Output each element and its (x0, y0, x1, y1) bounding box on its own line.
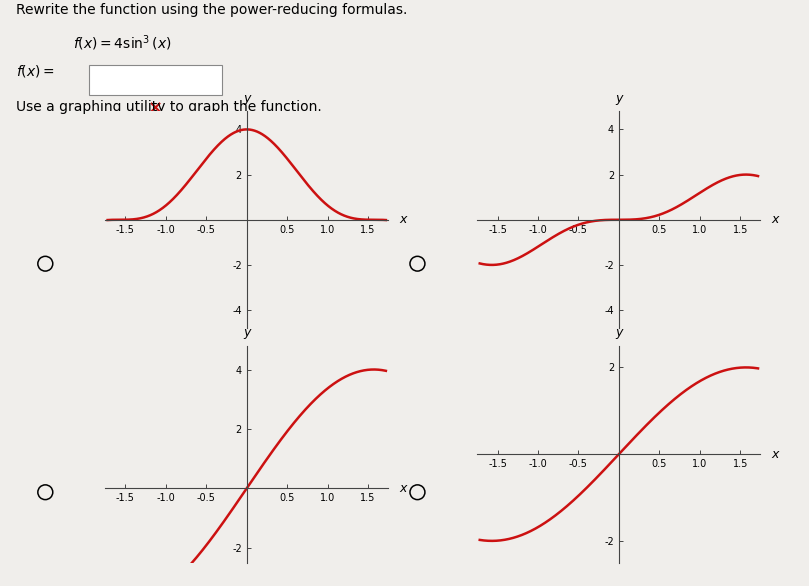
Text: $f(x) =$: $f(x) =$ (16, 63, 55, 79)
Text: Use a graphing utility to graph the function.: Use a graphing utility to graph the func… (16, 100, 322, 114)
Text: y: y (243, 326, 251, 339)
Text: y: y (243, 92, 251, 105)
Text: x: x (772, 213, 779, 226)
Text: x: x (400, 213, 407, 226)
Text: y: y (615, 92, 623, 105)
Text: Rewrite the function using the power-reducing formulas.: Rewrite the function using the power-red… (16, 3, 408, 17)
Text: ×: × (148, 99, 163, 117)
Text: x: x (400, 482, 407, 495)
Text: x: x (772, 448, 779, 461)
Text: y: y (615, 326, 623, 339)
Text: $f(x) = 4\sin^3(x)$: $f(x) = 4\sin^3(x)$ (73, 34, 172, 53)
FancyBboxPatch shape (89, 65, 222, 96)
